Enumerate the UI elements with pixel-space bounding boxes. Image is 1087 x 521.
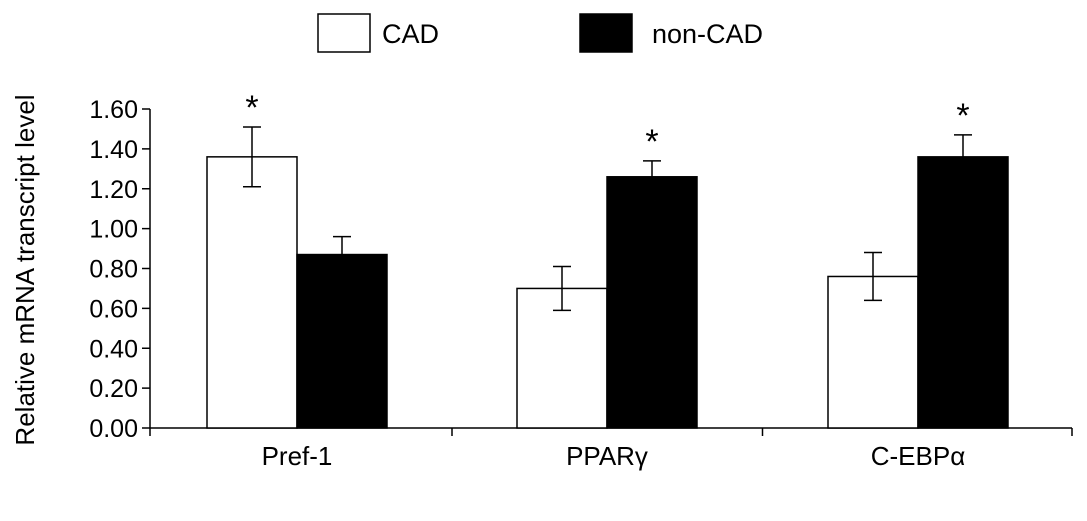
y-tick-label: 0.20 [89,375,138,403]
y-tick-label: 0.60 [89,295,138,323]
y-tick-label: 0.00 [89,415,138,443]
legend-swatch-cad [317,13,371,53]
x-category-label: C-EBPα [871,441,966,471]
x-category-label: PPARγ [566,441,648,471]
significance-marks: * * * [245,89,969,161]
bars [206,156,1009,429]
x-ticks [149,428,1073,436]
y-ticks: 0.00 0.20 0.40 0.60 0.80 1.00 1.20 1.40 1.60 [89,96,150,443]
legend-label-non-cad: non-CAD [652,19,763,49]
y-tick-label: 1.40 [89,136,138,164]
error-bars [243,126,972,312]
significance-asterisk: * [245,89,258,127]
bar-non-cad-2 [917,156,1009,429]
y-tick-label: 1.60 [89,96,138,124]
y-tick-label: 1.00 [89,216,138,244]
y-tick-label: 0.40 [89,335,138,363]
significance-asterisk: * [645,123,658,161]
significance-asterisk: * [956,97,969,135]
bar-cad-0 [206,156,298,429]
legend: CAD non-CAD [317,13,763,53]
bar-cad-1 [516,287,608,429]
bar-non-cad-0 [296,253,388,429]
y-tick-label: 1.20 [89,176,138,204]
y-axis-title: Relative mRNA transcript level [10,94,40,445]
y-tick-label: 0.80 [89,256,138,284]
legend-label-cad: CAD [382,19,439,49]
legend-swatch-non-cad [579,13,633,53]
bar-non-cad-1 [606,176,698,429]
category-labels: Pref-1 PPARγ C-EBPα [262,441,966,471]
x-category-label: Pref-1 [262,441,333,471]
